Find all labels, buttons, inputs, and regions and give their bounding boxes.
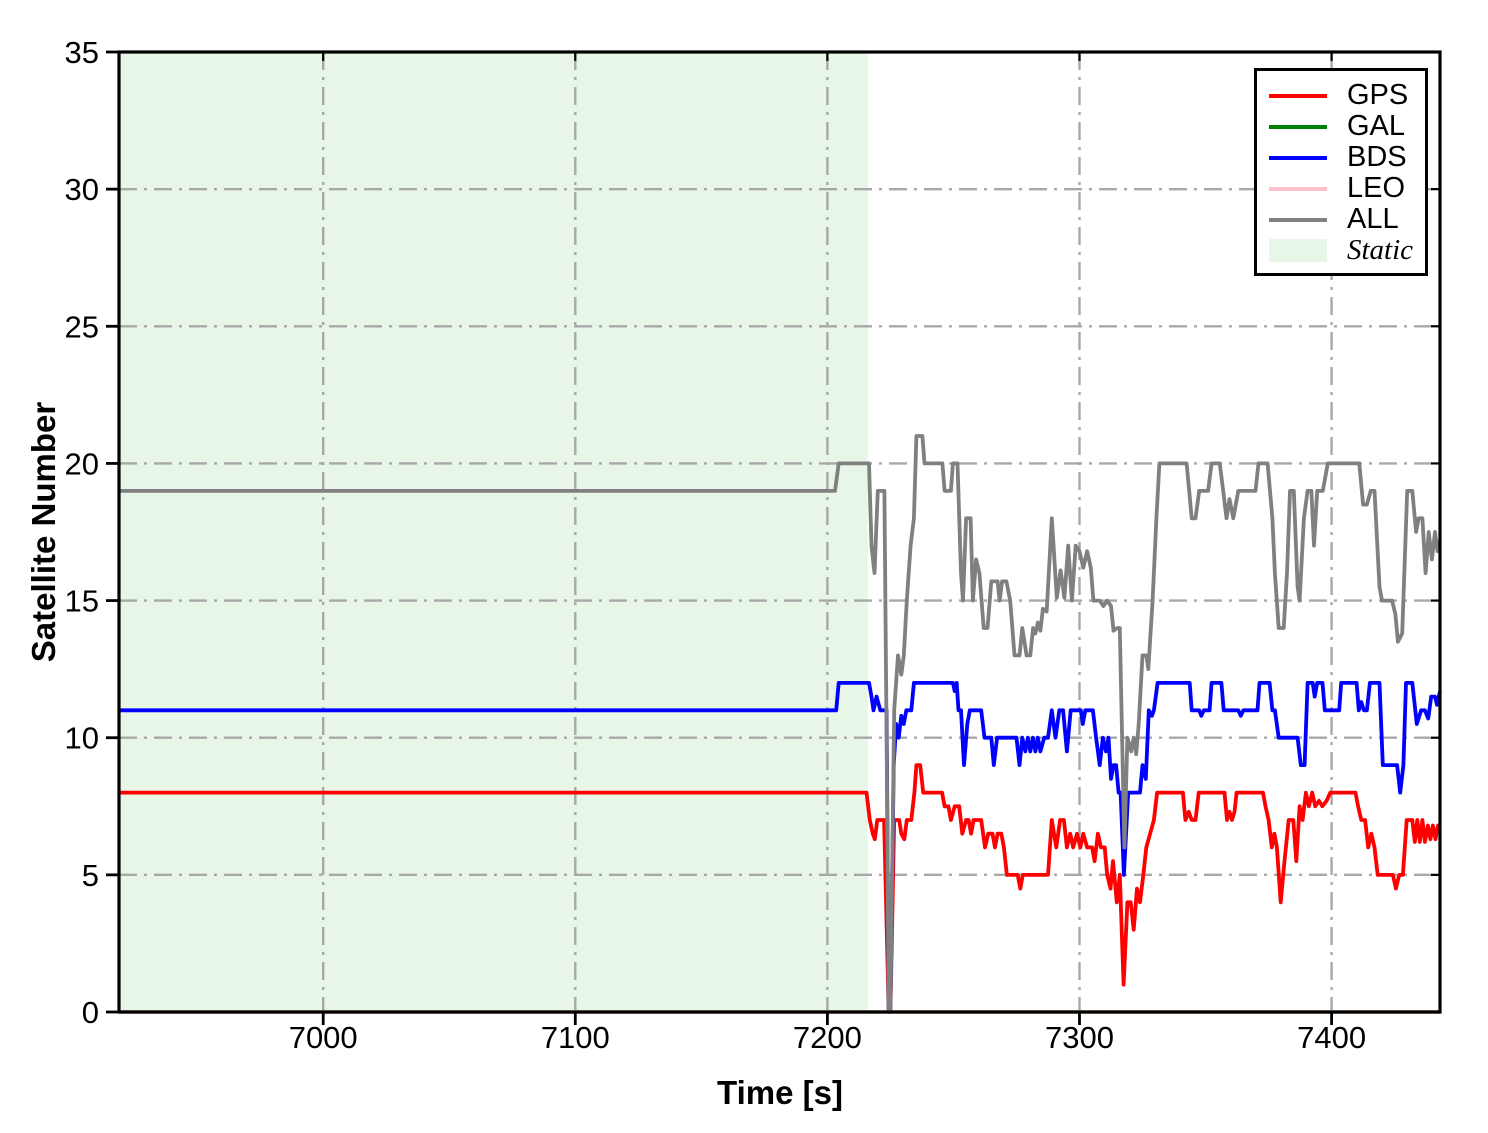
bds-line-swatch-icon <box>1269 155 1327 160</box>
legend-item-gps: GPS <box>1269 80 1425 111</box>
series-BDS <box>119 681 1442 1014</box>
legend-label-bds: BDS <box>1347 141 1407 173</box>
legend-label-static: Static <box>1347 234 1414 266</box>
plot-border <box>117 50 1442 1014</box>
legend-label-leo: LEO <box>1347 172 1406 204</box>
legend-label-gps: GPS <box>1347 79 1409 111</box>
y-axis-label: Satellite Number <box>25 401 62 663</box>
y-tick-label-25: 25 <box>65 309 99 344</box>
series-GPS <box>119 763 1440 1014</box>
gps-line-swatch-icon <box>1269 93 1327 98</box>
legend-item-all: ALL <box>1269 204 1425 235</box>
legend: GPS GAL BDS LEO ALL Static <box>1254 68 1428 276</box>
legend-item-static: Static <box>1269 235 1425 266</box>
x-tick-label-7400: 7400 <box>1297 1020 1366 1055</box>
y-tick-label-0: 0 <box>82 995 99 1030</box>
y-tick-label-5: 5 <box>82 858 99 893</box>
x-tick-label-7300: 7300 <box>1045 1020 1114 1055</box>
static-patch-swatch-icon <box>1269 239 1327 262</box>
legend-label-gal: GAL <box>1347 110 1406 142</box>
legend-item-bds: BDS <box>1269 142 1425 173</box>
y-tick-label-15: 15 <box>65 584 99 619</box>
x-tick-label-7100: 7100 <box>541 1020 610 1055</box>
all-line-swatch-icon <box>1269 217 1327 222</box>
x-tick-label-7200: 7200 <box>793 1020 862 1055</box>
series-ALL <box>119 434 1442 1014</box>
x-tick-label-7000: 7000 <box>289 1020 358 1055</box>
legend-item-leo: LEO <box>1269 173 1425 204</box>
static-region <box>119 52 868 1012</box>
legend-item-gal: GAL <box>1269 111 1425 142</box>
y-tick-label-20: 20 <box>65 446 99 481</box>
leo-line-swatch-icon <box>1269 186 1327 191</box>
x-axis-label: Time [s] <box>717 1074 843 1111</box>
y-tick-label-30: 30 <box>65 172 99 207</box>
y-tick-label-35: 35 <box>65 35 99 70</box>
legend-label-all: ALL <box>1347 203 1399 235</box>
y-tick-label-10: 10 <box>65 721 99 756</box>
gal-line-swatch-icon <box>1269 124 1327 129</box>
